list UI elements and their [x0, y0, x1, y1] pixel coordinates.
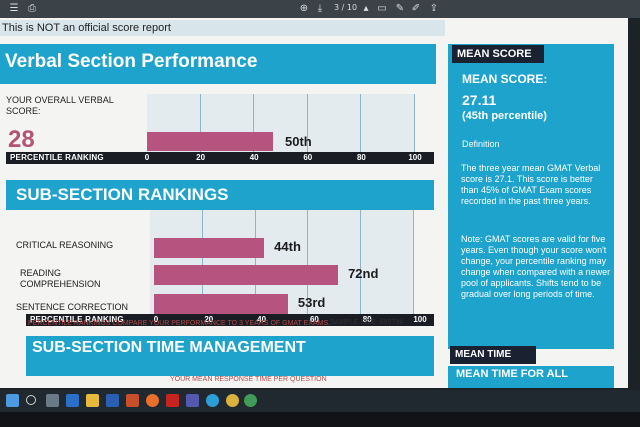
axis-tick-label: 0 — [144, 153, 150, 162]
axis-tick-label: 20 — [204, 315, 214, 324]
start-icon[interactable] — [6, 394, 19, 407]
subsection-rankings-title: SUB-SECTION RANKINGS — [16, 185, 229, 204]
grid-line — [360, 210, 362, 314]
verbal-axis-title: PERCENTILE RANKING — [10, 153, 104, 162]
mean-score-title: MEAN SCORE: — [462, 72, 548, 86]
subsection-value-label: 53rd — [297, 295, 326, 310]
axis-tick-label: 0 — [153, 315, 159, 324]
subsection-bar — [154, 238, 265, 258]
validity-note: Note: GMAT scores are valid for five yea… — [461, 234, 611, 299]
subsection-rankings-banner: SUB-SECTION RANKINGS — [6, 180, 434, 210]
edge-icon[interactable] — [206, 394, 219, 407]
grid-line — [414, 94, 415, 152]
axis-tick-label: 80 — [356, 153, 366, 162]
powerpoint-icon[interactable] — [126, 394, 139, 407]
axis-tick-label: 40 — [257, 315, 267, 324]
subsection-percentile-chart: 44th 72nd 53rd — [150, 210, 414, 314]
file-explorer-icon[interactable] — [86, 394, 99, 407]
mean-time-panel: MEAN TIME FOR ALL — [448, 366, 614, 388]
definition-text: The three year mean GMAT Verbal score is… — [461, 163, 601, 206]
pdf-toolbar: ☰ ⎙ ⊕ ⤓ 3 / 10 ▴ ▭ ✎ ✐ ⇪ — [0, 0, 640, 18]
monitor-bezel — [0, 412, 640, 427]
page-indicator: 3 / 10 — [334, 3, 358, 12]
disclaimer: This is NOT an official score report — [0, 20, 445, 36]
time-management-banner: SUB-SECTION TIME MANAGEMENT — [26, 336, 434, 376]
subsection-bar — [154, 265, 339, 285]
mean-time-header: MEAN TIME — [450, 346, 536, 364]
axis-tick-label: 60 — [303, 153, 313, 162]
sample-size: SAMPLE SIZE: 695794 — [330, 319, 404, 326]
chrome-alt-icon[interactable] — [244, 394, 257, 407]
page-up-icon[interactable]: ▴ — [363, 3, 369, 14]
task-view-icon[interactable] — [46, 394, 59, 407]
grid-line — [254, 210, 256, 314]
axis-tick-label: 80 — [362, 315, 372, 324]
verbal-section-banner: Verbal Section Performance — [0, 44, 436, 84]
subsection-row-label: READING COMPREHENSION — [20, 268, 101, 289]
share-icon[interactable]: ⇪ — [429, 3, 439, 14]
search-icon[interactable] — [26, 395, 36, 405]
download-icon[interactable]: ⤓ — [317, 3, 323, 14]
outlook-icon[interactable] — [66, 394, 79, 407]
subsection-axis-title: PERCENTILE RANKING — [30, 315, 124, 324]
subsection-row-label: CRITICAL REASONING — [16, 240, 114, 250]
mean-time-text: MEAN TIME FOR ALL — [456, 368, 569, 380]
definition-label: Definition — [462, 139, 500, 149]
teams-icon[interactable] — [186, 394, 199, 407]
word-icon[interactable] — [106, 394, 119, 407]
chrome-icon[interactable] — [226, 394, 239, 407]
report-page: This is NOT an official score report Ver… — [0, 18, 628, 388]
verbal-percentile-bar — [147, 132, 273, 151]
grid-line — [253, 94, 255, 152]
overall-verbal-label: YOUR OVERALL VERBAL SCORE: — [6, 95, 114, 116]
axis-tick-label: 60 — [309, 315, 319, 324]
print-icon[interactable]: ⎙ — [28, 3, 36, 14]
verbal-percentile-chart: 50th — [147, 94, 415, 152]
response-time-note: YOUR MEAN RESPONSE TIME PER QUESTION — [170, 376, 327, 383]
taskbar — [0, 390, 640, 412]
axis-tick-label: 100 — [408, 153, 422, 162]
mean-score-percentile: (45th percentile) — [462, 110, 547, 122]
grid-line — [307, 210, 309, 314]
verbal-section-title: Verbal Section Performance — [5, 51, 258, 72]
zoom-in-icon[interactable]: ⊕ — [299, 3, 309, 14]
grid-line — [360, 94, 362, 152]
verbal-percentile-label: 50th — [285, 134, 312, 149]
axis-tick-label: 20 — [196, 153, 206, 162]
list-icon[interactable]: ☰ — [9, 3, 19, 14]
subsection-value-label: 72nd — [348, 266, 379, 281]
highlight-icon[interactable]: ✐ — [411, 3, 421, 14]
axis-tick-label: 40 — [249, 153, 259, 162]
compare-note: PERCENTILE RANKINGS COMPARE YOUR PERFORM… — [28, 320, 331, 327]
comment-icon[interactable]: ▭ — [377, 3, 387, 14]
mean-score-value: 27.11 — [462, 92, 497, 108]
grid-line — [199, 94, 201, 152]
axis-tick-label: 100 — [413, 315, 427, 324]
mean-score-header: MEAN SCORE — [452, 45, 544, 63]
verbal-axis-strip: PERCENTILE RANKING 0 20 40 60 80 100 — [6, 152, 434, 164]
grid-line — [413, 210, 414, 314]
grid-line — [306, 94, 308, 152]
mean-score-panel — [448, 44, 614, 349]
time-management-title: SUB-SECTION TIME MANAGEMENT — [32, 339, 306, 356]
acrobat-icon[interactable] — [166, 394, 179, 407]
subsection-value-label: 44th — [274, 239, 301, 254]
grid-line — [201, 210, 203, 314]
subsection-axis-strip: PERCENTILE RANKING 0 20 40 60 80 100 — [26, 314, 434, 326]
firefox-icon[interactable] — [146, 394, 159, 407]
pen-icon[interactable]: ✎ — [395, 3, 405, 14]
subsection-bar — [154, 294, 288, 314]
overall-verbal-score: 28 — [8, 126, 35, 153]
subsection-row-label: SENTENCE CORRECTION — [16, 302, 129, 312]
